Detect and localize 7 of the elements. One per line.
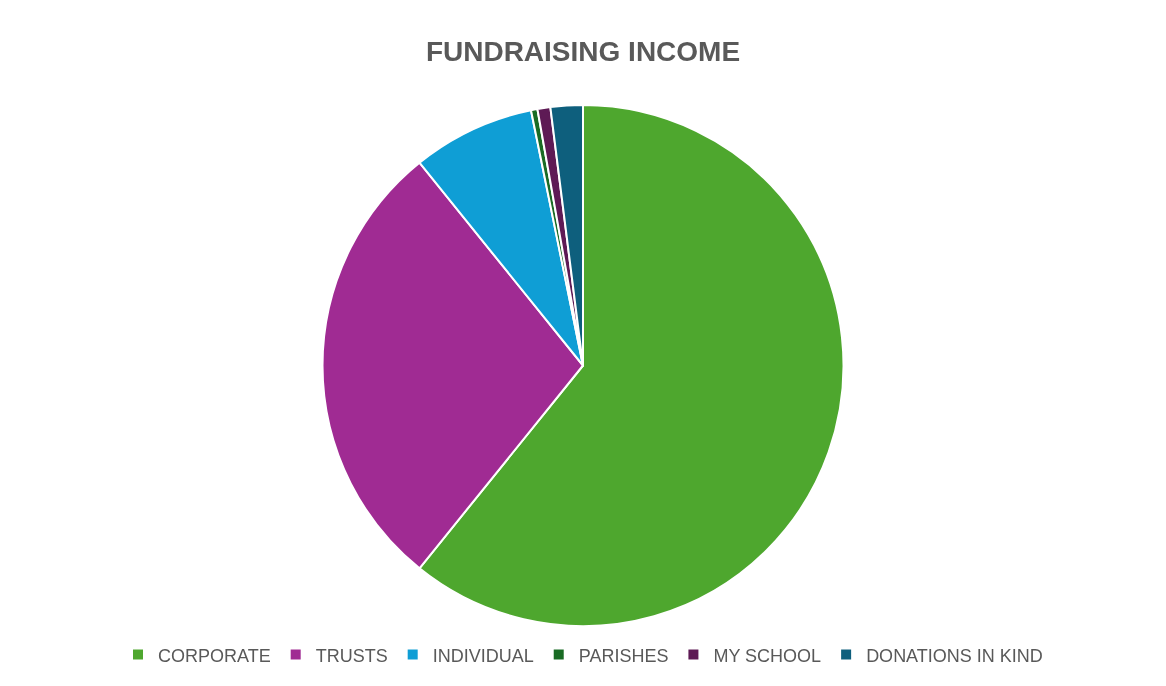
legend-label: INDIVIDUAL <box>432 645 534 666</box>
legend-label: PARISHES <box>578 645 669 666</box>
legend-label: TRUSTS <box>315 645 388 666</box>
legend-label: DONATIONS IN KIND <box>866 645 1043 666</box>
chart-title: FUNDRAISING INCOME <box>425 35 741 67</box>
legend-label: MY SCHOOL <box>713 645 822 666</box>
legend-label: CORPORATE <box>158 645 271 666</box>
